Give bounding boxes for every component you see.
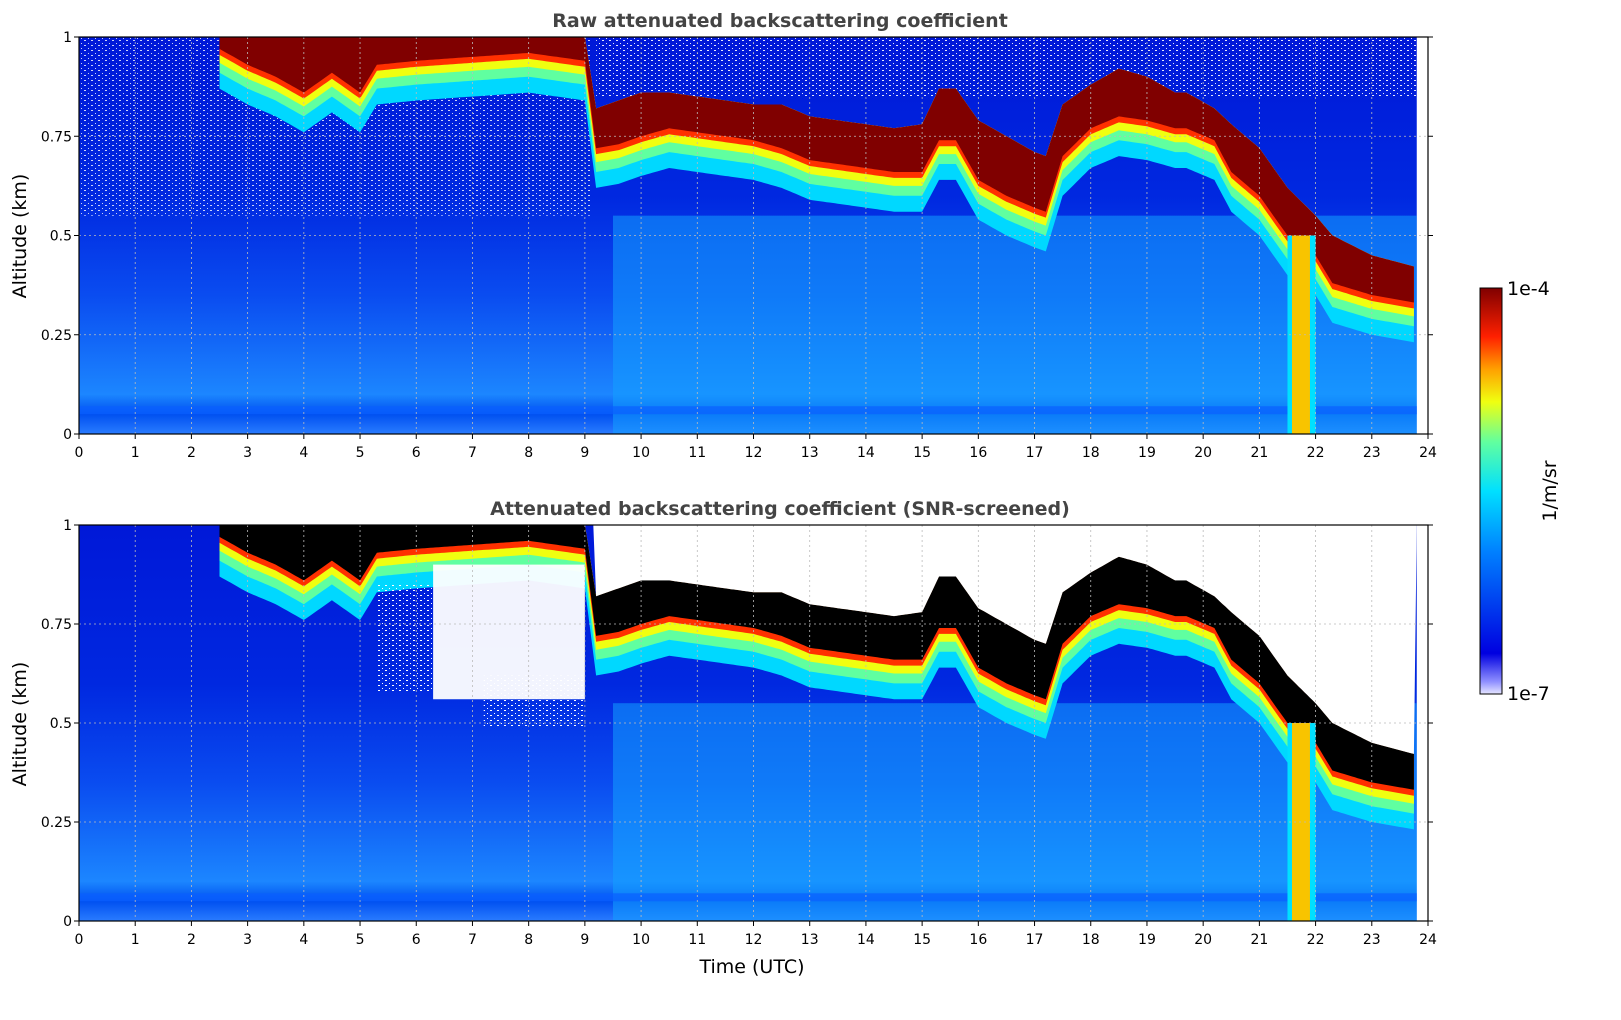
x-tick-label: 13 [801,932,819,948]
x-tick-label: 9 [580,932,589,948]
screened-backscatter-panel: Attenuated backscattering coefficient (S… [9,498,1437,978]
x-tick-label: 18 [1082,445,1100,461]
x-tick-label: 3 [243,445,252,461]
y-tick-label: 0.25 [41,328,72,344]
cloud-core [219,525,1414,790]
x-axis-label: Time (UTC) [698,956,804,978]
colorbar: 1e-4 1e-7 1/m/sr [1479,278,1561,705]
x-tick-label: 23 [1363,445,1381,461]
x-tick-label: 10 [632,445,650,461]
colorbar-unit-label: 1/m/sr [1539,460,1561,521]
heatmap [79,525,1428,921]
y-tick-label: 0.75 [41,129,72,145]
x-tick-label: 21 [1250,932,1268,948]
screened-region-edge [483,675,585,727]
heatmap [79,37,1428,434]
x-tick-label: 5 [356,932,365,948]
grid-lines [79,37,1428,434]
x-tick-label: 0 [75,932,84,948]
y-tick-label: 0.5 [50,229,72,245]
x-tick-label: 23 [1363,932,1381,948]
y-tick-label: 0 [63,427,72,443]
y-ticks: 0 0.25 0.5 0.75 1 [41,30,1433,443]
y-tick-label: 1 [63,30,72,46]
x-tick-label: 7 [468,445,477,461]
x-tick-label: 8 [524,445,533,461]
x-tick-label: 4 [299,445,308,461]
x-tick-label: 20 [1194,932,1212,948]
x-tick-label: 16 [969,445,987,461]
x-ticks: 0 1 2 3 4 5 6 7 8 9 10 11 12 13 14 15 16 17 18 19 20 21 22 23 24 [75,434,1437,461]
x-tick-label: 14 [857,932,875,948]
x-tick-label: 19 [1138,445,1156,461]
colorbar-gradient [1479,287,1503,695]
panel-title: Raw attenuated backscattering coefficien… [552,10,1008,32]
x-tick-label: 15 [913,445,931,461]
x-tick-label: 22 [1307,445,1325,461]
surface-band [79,406,1417,415]
y-tick-label: 0.75 [41,617,72,633]
x-tick-label: 21 [1250,445,1268,461]
noise-speckle [596,37,1417,97]
x-tick-label: 6 [412,445,421,461]
y-axis-label: Altitude (km) [9,174,31,299]
y-tick-label: 0 [63,914,72,930]
panel-title: Attenuated backscattering coefficient (S… [490,498,1070,520]
x-tick-label: 0 [75,445,84,461]
x-tick-label: 13 [801,445,819,461]
x-tick-label: 14 [857,445,875,461]
x-tick-label: 20 [1194,445,1212,461]
x-tick-label: 18 [1082,932,1100,948]
x-tick-label: 1 [131,445,140,461]
x-tick-label: 15 [913,932,931,948]
x-tick-label: 3 [243,932,252,948]
x-tick-label: 24 [1419,445,1437,461]
screened-region-edge [376,584,434,692]
colorbar-min-label: 1e-7 [1507,683,1550,705]
x-tick-label: 11 [688,932,706,948]
y-tick-label: 1 [63,518,72,534]
x-tick-label: 5 [356,445,365,461]
x-tick-label: 8 [524,932,533,948]
screened-above-cloud [593,525,1417,754]
y-axis-label: Altitude (km) [9,662,31,787]
x-tick-label: 7 [468,932,477,948]
x-tick-label: 11 [688,445,706,461]
x-tick-label: 2 [187,932,196,948]
x-tick-label: 10 [632,932,650,948]
x-tick-label: 1 [131,932,140,948]
cloud-core [219,37,1414,303]
x-tick-label: 2 [187,445,196,461]
x-tick-label: 17 [1026,932,1044,948]
x-tick-label: 19 [1138,932,1156,948]
x-tick-label: 12 [745,932,763,948]
x-tick-label: 24 [1419,932,1437,948]
raw-backscatter-panel: Raw attenuated backscattering coefficien… [9,10,1437,461]
x-tick-label: 12 [745,445,763,461]
y-tick-label: 0.25 [41,815,72,831]
colorbar-max-label: 1e-4 [1507,278,1550,300]
surface-band [79,893,1417,902]
grid-lines [79,525,1428,921]
x-tick-label: 6 [412,932,421,948]
x-tick-label: 16 [969,932,987,948]
y-tick-label: 0.5 [50,716,72,732]
x-ticks: 0 1 2 3 4 5 6 7 8 9 10 11 12 13 14 15 16 17 18 19 20 21 22 23 24 [75,921,1437,948]
x-tick-label: 17 [1026,445,1044,461]
x-tick-label: 9 [580,445,589,461]
y-ticks: 0 0.25 0.5 0.75 1 [41,518,1433,930]
x-tick-label: 22 [1307,932,1325,948]
x-tick-label: 4 [299,932,308,948]
